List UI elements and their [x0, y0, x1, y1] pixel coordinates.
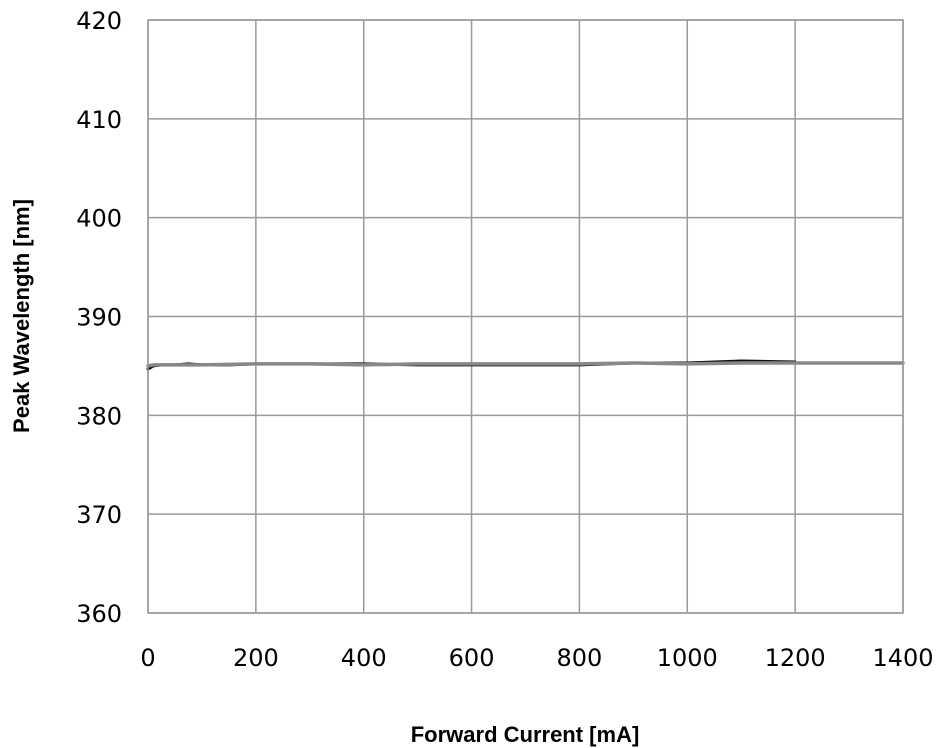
y-tick-label: 400	[76, 205, 122, 233]
plot-frame	[147, 19, 904, 614]
y-axis-title: Peak Wavelength [nm]	[9, 199, 34, 433]
x-tick-label: 0	[140, 644, 155, 672]
x-tick-label: 1200	[765, 644, 826, 672]
y-axis-ticks: 360 370 380 390 400 410 420	[76, 7, 122, 628]
y-tick-label: 380	[76, 402, 122, 430]
y-tick-label: 360	[76, 600, 122, 628]
y-tick-label: 390	[76, 304, 122, 332]
y-tick-label: 420	[76, 7, 122, 35]
grid	[147, 19, 904, 614]
x-tick-label: 800	[557, 644, 603, 672]
x-axis-ticks: 0 200 400 600 800 1000 1200 1400	[140, 644, 933, 672]
x-tick-label: 1400	[872, 644, 933, 672]
x-tick-label: 600	[449, 644, 495, 672]
series-layer	[146, 359, 905, 371]
x-tick-label: 400	[341, 644, 387, 672]
x-tick-label: 1000	[657, 644, 718, 672]
series-line-2	[146, 361, 905, 368]
y-tick-label: 410	[76, 106, 122, 134]
x-tick-label: 200	[233, 644, 279, 672]
x-axis-title: Forward Current [mA]	[411, 722, 640, 747]
y-tick-label: 370	[76, 501, 122, 529]
